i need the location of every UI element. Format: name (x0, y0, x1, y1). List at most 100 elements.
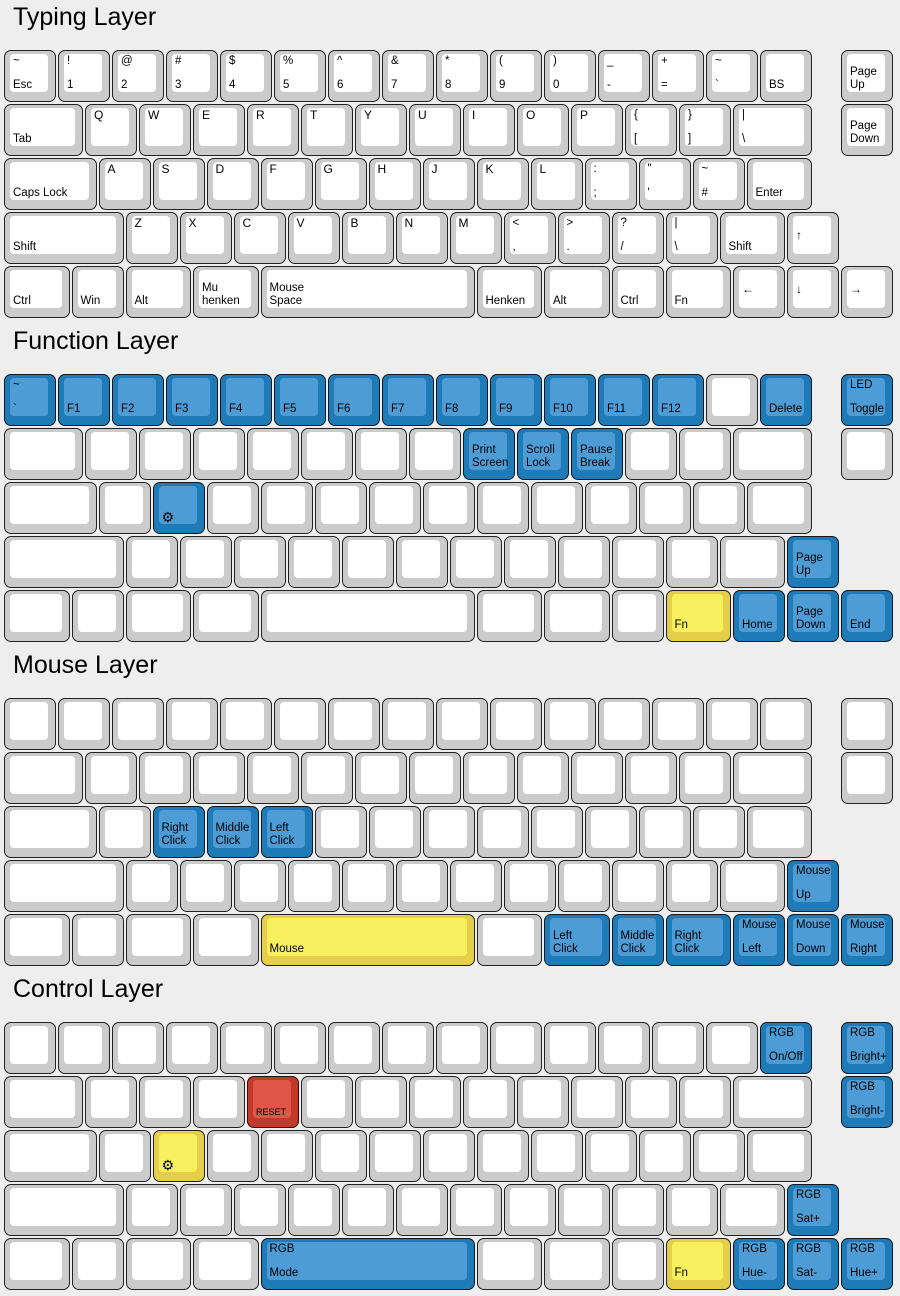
keytop: Page Up (793, 540, 831, 578)
key-left: Home (733, 590, 785, 642)
keytop: Delete (766, 378, 804, 416)
key-p: P (571, 104, 623, 156)
key-slash (611, 860, 664, 912)
key-fn: Right Click (665, 914, 731, 966)
keytop: U (415, 108, 453, 146)
keytop: :; (590, 162, 629, 200)
key-lalt (125, 590, 191, 642)
key-down: RGB Sat- (787, 1238, 839, 1290)
key-space: Mouse Space (260, 266, 475, 318)
keytop (617, 540, 656, 578)
key-label: Fn (674, 295, 688, 307)
key-k11 (598, 1022, 650, 1074)
key-k (476, 1130, 529, 1182)
key-k12 (652, 1022, 704, 1074)
key-hash (692, 482, 745, 534)
key-rb (679, 752, 731, 804)
key-label: Ctrl (13, 295, 31, 307)
key-k2 (112, 1022, 164, 1074)
key-henk (476, 1238, 542, 1290)
key-k13 (706, 374, 758, 426)
key-n (395, 1184, 448, 1236)
keytop (509, 864, 548, 902)
layer-section-typing: Typing Layer ~ Esc! 1 @2 #3 $4% 5 ^ 6 & 7 * 8(9) 0 _ - + =… (0, 0, 900, 324)
keytop (563, 1188, 602, 1226)
key-d: Middle Click (206, 806, 259, 858)
key-k12: F12 (652, 374, 704, 426)
keytop (617, 1188, 656, 1226)
keytop (361, 432, 399, 470)
key-label: M (458, 216, 469, 230)
key-label: Mouse (269, 282, 305, 294)
keytop (536, 1134, 575, 1172)
keytop (685, 756, 723, 794)
key-bsl: | \ (733, 104, 812, 156)
keytop: F4 (226, 378, 264, 416)
key-label: ~ (715, 55, 722, 67)
key-l (530, 482, 583, 534)
key-tab: Tab (4, 104, 83, 156)
key-label: Right (161, 822, 189, 834)
keytop (671, 540, 710, 578)
key-caps (4, 1130, 97, 1182)
key-semi (584, 1130, 637, 1182)
keytop: Mouse (266, 918, 467, 956)
layer-title: Mouse Layer (13, 651, 158, 679)
key-bsl (733, 752, 812, 804)
key-label: : (593, 163, 597, 175)
key-l: L (530, 158, 583, 210)
key-k13 (706, 698, 758, 750)
keytop: ↓ (793, 270, 831, 308)
key-z (125, 1184, 178, 1236)
key-k9 (490, 698, 542, 750)
key-lctrl (4, 1238, 70, 1290)
key-label: F1 (67, 403, 81, 415)
key-label: Sat- (796, 1267, 818, 1279)
keytop (145, 756, 183, 794)
keytop (307, 432, 345, 470)
key-k14: RGB On/Off (760, 1022, 812, 1074)
keytop (253, 756, 291, 794)
keytop (496, 1026, 534, 1064)
keytop (131, 918, 183, 956)
key-label: Page (796, 606, 823, 618)
key-label: C (242, 216, 252, 230)
key-label: Shift (728, 241, 752, 253)
key-label: I (472, 108, 476, 122)
keytop (361, 756, 399, 794)
keytop (712, 702, 750, 740)
key-label: Left (742, 943, 762, 955)
key-rshift (719, 536, 785, 588)
keytop (631, 1080, 669, 1118)
key-h (368, 482, 421, 534)
key-label: Fn (674, 1267, 688, 1279)
key-label: Win (80, 295, 101, 307)
key-hash (692, 806, 745, 858)
key-period (557, 860, 610, 912)
key-quot (638, 1130, 691, 1182)
keytop: Fn (671, 1242, 723, 1280)
key-lb (625, 1076, 677, 1128)
layer-title: Function Layer (13, 327, 179, 355)
keytop: ~ # (698, 162, 737, 200)
key-l (530, 806, 583, 858)
key-x (179, 1184, 232, 1236)
keytop: Pause Break (577, 432, 615, 470)
key-label: Down (796, 943, 826, 955)
keytop (199, 594, 251, 632)
key-label: < (512, 217, 520, 229)
keytop (698, 1134, 737, 1172)
key-y (355, 428, 407, 480)
keytop (239, 1188, 278, 1226)
key-s: Right Click (152, 806, 205, 858)
key-r (247, 428, 299, 480)
keytop (172, 702, 210, 740)
key-bsl (733, 428, 812, 480)
key-side1: RGB Bright- (841, 1076, 893, 1128)
key-a (98, 1130, 151, 1182)
key-q (85, 752, 137, 804)
key-slash: ? / (611, 212, 664, 264)
keytop (212, 486, 251, 524)
key-bsl2: | \ (665, 212, 718, 264)
key-label: X (188, 216, 197, 230)
